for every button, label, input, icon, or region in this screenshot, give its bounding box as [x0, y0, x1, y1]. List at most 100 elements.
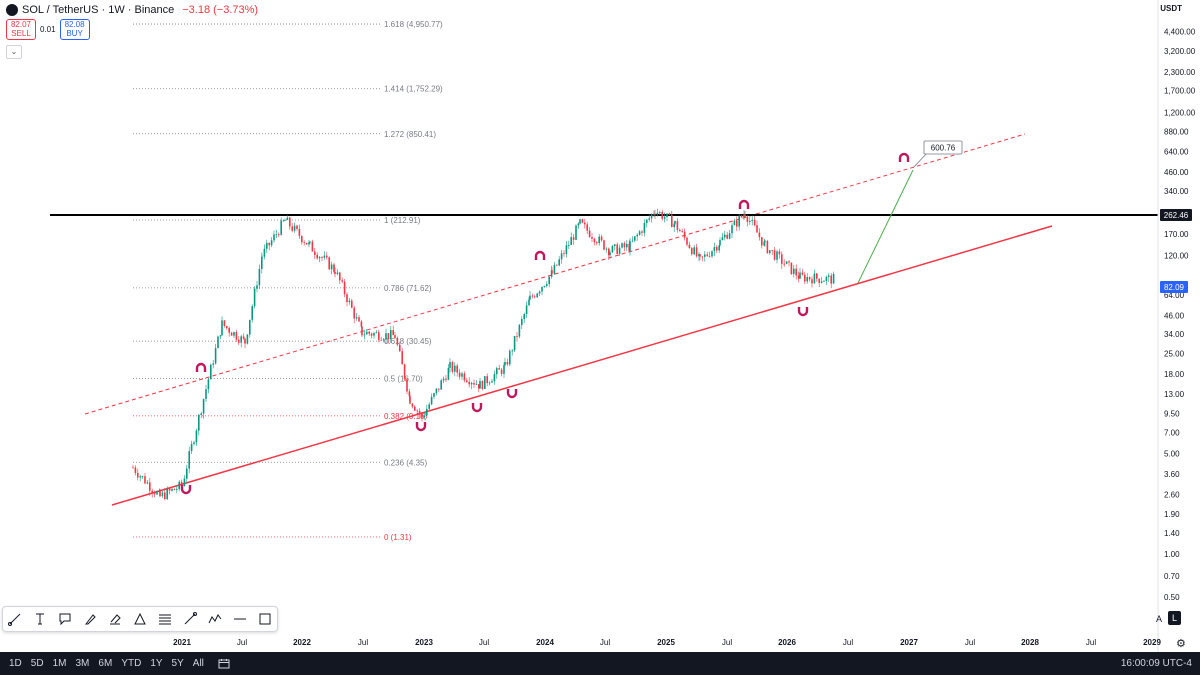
candle: [270, 237, 273, 248]
price-axis-label: 2,300.00: [1164, 68, 1196, 77]
candle: [830, 273, 832, 289]
candle: [513, 335, 516, 352]
target-callout[interactable]: 600.76: [923, 140, 963, 155]
candle: [305, 242, 308, 245]
trendline-icon[interactable]: [6, 610, 24, 628]
candle: [808, 276, 811, 282]
auto-scale-button[interactable]: A: [1156, 614, 1163, 624]
clock: 16:00:09 UTC-4: [1120, 658, 1192, 669]
time-axis-label: Jul: [358, 638, 368, 647]
fib-level-label: 0 (1.31): [384, 533, 412, 542]
candle: [584, 218, 586, 229]
candle: [654, 210, 656, 220]
candle: [738, 213, 740, 231]
candle: [256, 281, 258, 293]
timeframe-ytd[interactable]: YTD: [121, 658, 142, 669]
candle: [776, 249, 778, 264]
brush-icon[interactable]: [81, 610, 99, 628]
candle: [246, 334, 249, 345]
candle: [263, 244, 266, 260]
fib-icon[interactable]: [156, 610, 174, 628]
candle: [478, 384, 480, 393]
price-axis-label: 7.00: [1164, 429, 1180, 438]
candle: [323, 251, 326, 260]
buy-label: BUY: [66, 28, 83, 38]
symbol-header[interactable]: SOL / TetherUS · 1W · Binance −3.18 (−3.…: [6, 4, 258, 16]
candle: [240, 334, 242, 348]
ruler-icon[interactable]: [181, 610, 199, 628]
candle: [373, 331, 375, 339]
timeframe-5y[interactable]: 5Y: [171, 658, 184, 669]
fib-level-label: 1.618 (4,950.77): [384, 20, 443, 29]
fib-retracement-levels[interactable]: 1.618 (4,950.77) 1.414 (1,752.29) 1.272 (8…: [133, 20, 443, 542]
collapse-chevron-icon[interactable]: ⌄: [6, 45, 22, 59]
channel-trendline-dashed[interactable]: [84, 133, 1026, 415]
candle: [355, 312, 358, 321]
candle: [693, 245, 695, 256]
candle: [278, 232, 280, 238]
candlestick-series: [132, 208, 835, 501]
timeframe-3m[interactable]: 3M: [75, 658, 90, 669]
candle: [679, 228, 681, 232]
candle: [132, 464, 134, 469]
candle: [753, 216, 756, 227]
line-icon[interactable]: [231, 610, 249, 628]
support-trendline[interactable]: [111, 225, 1053, 506]
trade-panel: 82.07 SELL 0.01 82.08 BUY: [6, 19, 90, 40]
eraser-icon[interactable]: [106, 610, 124, 628]
select-icon[interactable]: [256, 610, 274, 628]
timeframe-1m[interactable]: 1M: [52, 658, 67, 669]
candle: [202, 398, 205, 419]
candle: [401, 347, 403, 365]
path-icon[interactable]: [206, 610, 224, 628]
price-axis[interactable]: 4,400.00 3,200.00 2,300.00 1,700.00 1,200.00…: [1157, 0, 1196, 652]
currency-label[interactable]: USDT: [1160, 4, 1182, 13]
candle: [828, 272, 830, 282]
fib-level-label: 0.236 (4.35): [384, 458, 427, 467]
candle: [486, 373, 488, 387]
drawing-toolbar[interactable]: [2, 606, 278, 632]
candle: [214, 343, 217, 365]
candle: [242, 333, 245, 340]
calendar-icon[interactable]: [218, 658, 230, 669]
gear-icon[interactable]: ⚙: [1176, 638, 1186, 650]
price-axis-label: 340.00: [1164, 187, 1189, 196]
timeframe-all[interactable]: All: [192, 658, 204, 669]
time-axis-label: 2027: [900, 638, 918, 647]
timeframe-1y[interactable]: 1Y: [150, 658, 163, 669]
candle: [593, 237, 596, 246]
timeframe-5d[interactable]: 5D: [30, 658, 44, 669]
symbol-title[interactable]: SOL / TetherUS · 1W · Binance: [22, 4, 175, 16]
sell-button[interactable]: 82.07 SELL: [6, 19, 36, 40]
price-axis-label: 1,200.00: [1164, 108, 1196, 117]
candle: [463, 371, 466, 383]
candle: [698, 251, 700, 262]
candle: [531, 293, 534, 299]
candle: [343, 278, 346, 298]
candle: [795, 264, 797, 280]
magnet-icon: [195, 362, 207, 372]
time-axis[interactable]: 2021 Jul 2022 Jul 2023 Jul 2024 Jul 2025 Jul 2026 J…: [173, 638, 1161, 647]
time-axis-label: 2022: [293, 638, 311, 647]
triangle-icon[interactable]: [131, 610, 149, 628]
buy-price: 82.08: [64, 20, 85, 29]
note-icon[interactable]: [56, 610, 74, 628]
text-icon[interactable]: [31, 610, 49, 628]
candle: [360, 319, 363, 328]
candle: [811, 276, 813, 288]
candle: [159, 489, 161, 498]
candle: [178, 480, 180, 492]
timeframe-1d[interactable]: 1D: [9, 658, 22, 669]
candle: [261, 254, 263, 261]
magnet-markers: [180, 152, 910, 495]
buy-button[interactable]: 82.08 BUY: [59, 19, 90, 40]
log-scale-button[interactable]: L: [1168, 611, 1181, 625]
timeframe-6m[interactable]: 6M: [98, 658, 113, 669]
projection-arrow[interactable]: [857, 169, 914, 284]
candle: [309, 241, 311, 245]
candle: [781, 251, 783, 269]
candle: [205, 384, 207, 402]
trendlines[interactable]: [50, 133, 1158, 506]
candle: [778, 248, 781, 259]
